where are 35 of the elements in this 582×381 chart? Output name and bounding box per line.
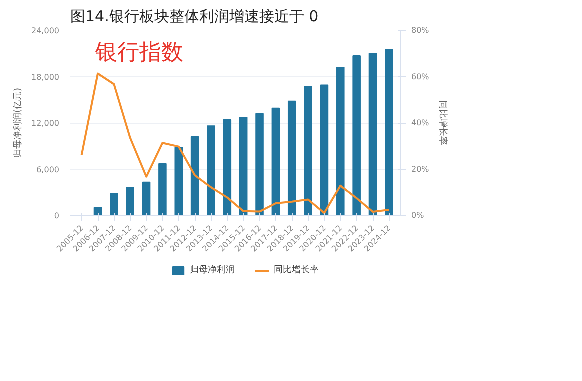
- bar: [320, 84, 329, 216]
- y-tick-label: 24,000: [32, 26, 60, 36]
- bar: [142, 182, 151, 216]
- bar: [190, 136, 200, 216]
- bar: [288, 100, 296, 216]
- bar: [368, 53, 378, 216]
- bar: [304, 86, 312, 216]
- bar: [385, 49, 394, 216]
- bar: [174, 147, 184, 216]
- y2-tick-label: 20%: [412, 164, 430, 174]
- y2-tick-label: 80%: [412, 26, 430, 35]
- bar: [336, 67, 345, 216]
- y-tick-label: 12,000: [32, 119, 60, 128]
- legend-label: 归母净利润: [190, 264, 235, 276]
- y2-tick-label: 0%: [412, 211, 425, 220]
- bar: [239, 117, 248, 216]
- bar: [256, 113, 264, 216]
- line-series: [80, 72, 390, 214]
- bar: [272, 108, 280, 216]
- y-tick-label: 0: [54, 212, 60, 220]
- legend-label: 同比增长率: [274, 264, 319, 276]
- bar: [207, 126, 216, 216]
- annotation: 银行指数: [94, 40, 184, 66]
- bar: [158, 163, 167, 216]
- bar: [110, 193, 118, 216]
- y-tick-label: 6,000: [36, 165, 60, 174]
- bar: [352, 55, 361, 216]
- bar: [223, 119, 232, 216]
- chart-title: 图14.银行板块整体利润增速接近于 0: [70, 8, 319, 26]
- y-axis-title: 归母净利润(亿元): [12, 88, 24, 158]
- y2-axis-title: 同比增长率: [437, 100, 448, 146]
- y2-tick-label: 40%: [412, 118, 430, 128]
- y-tick-label: 18,000: [32, 72, 60, 82]
- y2-tick-label: 60%: [412, 72, 430, 82]
- bar: [126, 187, 134, 216]
